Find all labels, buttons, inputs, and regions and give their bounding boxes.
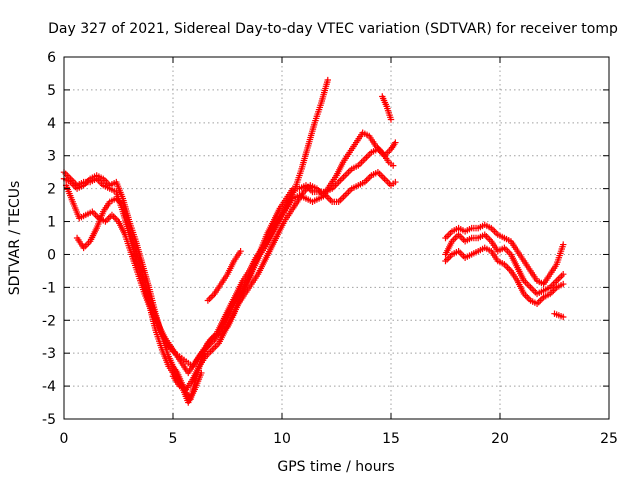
series-track-g bbox=[379, 93, 395, 123]
x-tick-label: 25 bbox=[600, 431, 618, 447]
x-tick-label: 20 bbox=[491, 431, 509, 447]
grid-lines bbox=[64, 57, 609, 419]
data-point bbox=[198, 369, 205, 377]
series-track-b bbox=[62, 76, 331, 370]
y-tick-label: -3 bbox=[42, 346, 56, 362]
series-track-k bbox=[551, 310, 567, 321]
data-point bbox=[237, 247, 244, 255]
data-point bbox=[324, 76, 331, 84]
data-point bbox=[392, 178, 399, 186]
y-tick-label: 3 bbox=[47, 149, 56, 165]
data-point bbox=[560, 313, 567, 321]
series-track-f bbox=[204, 247, 244, 304]
y-tick-label: 4 bbox=[47, 116, 56, 132]
axis-ticks bbox=[63, 56, 610, 420]
data-point bbox=[387, 116, 395, 123]
data-point bbox=[560, 280, 567, 288]
y-axis-label: SDTVAR / TECUs bbox=[7, 181, 23, 296]
plot-frame bbox=[63, 56, 610, 420]
series-track-d bbox=[169, 129, 397, 393]
y-tick-label: 1 bbox=[47, 215, 56, 231]
y-tick-labels: -5 -4 -3 -2 -1 0 1 2 3 4 5 6 bbox=[42, 50, 56, 428]
y-tick-label: -4 bbox=[42, 379, 56, 395]
x-axis-label: GPS time / hours bbox=[277, 459, 394, 475]
x-tick-label: 15 bbox=[382, 431, 400, 447]
chart-title: Day 327 of 2021, Sidereal Day-to-day VTE… bbox=[48, 21, 618, 37]
x-tick-label: 0 bbox=[60, 431, 69, 447]
data-point bbox=[392, 139, 399, 146]
data-points bbox=[60, 76, 567, 406]
y-tick-label: -2 bbox=[42, 313, 56, 329]
x-tick-labels: 0 5 10 15 20 25 bbox=[60, 431, 618, 447]
series-track-i bbox=[442, 231, 567, 298]
y-tick-label: 6 bbox=[47, 50, 56, 66]
data-point bbox=[560, 271, 567, 278]
y-tick-label: 5 bbox=[47, 83, 56, 99]
x-tick-label: 5 bbox=[169, 431, 178, 447]
y-tick-label: -1 bbox=[42, 280, 56, 296]
y-tick-label: 2 bbox=[47, 182, 56, 198]
y-tick-label: 0 bbox=[47, 247, 56, 263]
data-point bbox=[389, 162, 397, 169]
series-track-h bbox=[442, 221, 567, 288]
y-tick-label: -5 bbox=[42, 412, 56, 428]
series-track-j bbox=[442, 244, 567, 308]
x-tick-label: 10 bbox=[273, 431, 291, 447]
series-track-e bbox=[60, 168, 205, 406]
data-point bbox=[560, 241, 567, 248]
